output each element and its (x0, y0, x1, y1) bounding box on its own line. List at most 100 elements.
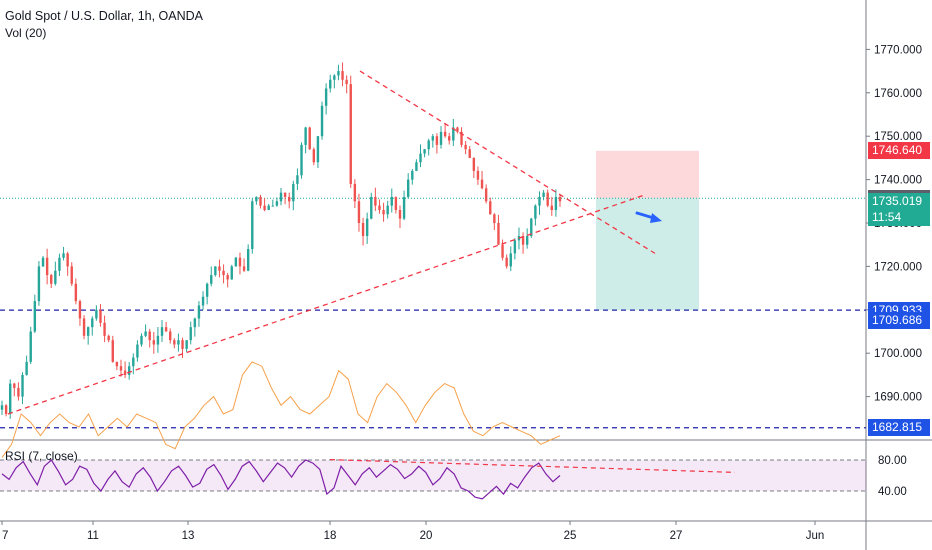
candle-body (173, 340, 176, 345)
candle-body (123, 370, 127, 375)
candle-body (333, 75, 336, 80)
candle-body (246, 249, 250, 271)
candle-body (443, 131, 447, 137)
candle-body (386, 205, 389, 215)
candle-body (218, 266, 221, 271)
candle-body (550, 205, 553, 210)
time-tick-label: 13 (182, 530, 195, 542)
candle-body (542, 192, 545, 197)
candle-body (267, 205, 270, 210)
candle-body (255, 196, 258, 202)
candle-body (107, 335, 110, 341)
candle-body (472, 157, 476, 171)
candle-body (164, 327, 168, 332)
candle-body (353, 183, 357, 202)
candle-body (275, 201, 279, 206)
candle-body (361, 223, 365, 237)
candle-body (530, 218, 533, 237)
time-tick-label: 25 (564, 530, 577, 542)
time-tick-label: 20 (420, 530, 433, 542)
candle-body (238, 257, 242, 267)
candle-body (521, 236, 525, 245)
candle-body (394, 196, 398, 210)
candle-body (431, 136, 435, 141)
candle-body (464, 144, 467, 150)
ascending-trendline (7, 194, 646, 415)
candle-body (197, 305, 201, 319)
time-tick-label: 11 (87, 530, 99, 542)
candle-body (468, 149, 471, 158)
candle-body (456, 127, 459, 132)
candle-body (329, 79, 332, 89)
stop-loss-zone (596, 150, 699, 199)
volume-series (1, 361, 561, 458)
candle-body (111, 340, 114, 362)
candle-body (222, 270, 225, 276)
candle-body (156, 335, 160, 345)
candle-body (304, 127, 307, 145)
time-axis[interactable]: 7 11 13 18 20 25 27 Jun (1, 521, 825, 542)
candle-body (9, 383, 12, 414)
candle-body (337, 71, 340, 76)
candle-body (324, 88, 328, 106)
candle-body (452, 127, 455, 141)
short-position-tool[interactable] (596, 150, 699, 311)
rsi-trendline (329, 459, 736, 473)
candle-body (37, 266, 41, 302)
candle-body (279, 192, 283, 202)
candle-body (546, 192, 549, 206)
candle-body (439, 131, 443, 145)
candle-body (296, 175, 299, 184)
candle-body (226, 275, 229, 280)
candle-body (263, 205, 266, 210)
price-badge: 1709.686 (868, 312, 930, 330)
candle-body (201, 296, 205, 306)
candle-body (271, 205, 274, 207)
candle-body (357, 201, 361, 223)
candle-body (115, 361, 119, 367)
candle-body (242, 266, 246, 271)
candle-body (82, 318, 86, 336)
candle-body (33, 301, 37, 332)
price-badge: 1682.815 (868, 419, 930, 437)
candle-body (214, 266, 217, 276)
candle-body (189, 327, 192, 341)
price-tick-label: 1720.000 (874, 261, 922, 273)
volume-line (1, 361, 561, 458)
candle-body (423, 149, 426, 154)
candle-body (382, 209, 385, 215)
candle-body (58, 257, 61, 271)
candle-body (300, 144, 303, 176)
price-tick-label: 1770.000 (874, 44, 922, 56)
trendlines[interactable] (7, 70, 662, 415)
candle-body (177, 340, 180, 345)
candle-body (144, 331, 147, 336)
horizontal-levels[interactable] (0, 197, 866, 429)
candles (0, 62, 562, 419)
rsi-pane (0, 459, 866, 500)
candle-body (398, 209, 402, 219)
candle-body (0, 405, 4, 410)
rsi-tick-label: 40.00 (878, 486, 907, 498)
candle-body (74, 283, 78, 302)
projection-arrow-head (650, 213, 662, 223)
candle-body (17, 387, 20, 397)
candle-body (91, 318, 94, 328)
candle-body (95, 309, 98, 319)
candle-body (21, 374, 24, 397)
price-badge: 11:54 (868, 208, 930, 226)
candle-body (119, 366, 123, 371)
rsi-legend: RSI (7, close) (5, 449, 78, 463)
price-badge: 1735.019 (868, 192, 930, 210)
candle-body (501, 244, 504, 258)
candle-body (308, 127, 311, 150)
candle-body (489, 201, 492, 215)
candle-body (78, 301, 82, 319)
time-tick-label: Jun (806, 530, 825, 542)
candle-body (476, 170, 480, 180)
candle-body (62, 253, 65, 258)
candle-body (370, 196, 373, 219)
time-tick-label: 27 (670, 530, 683, 542)
